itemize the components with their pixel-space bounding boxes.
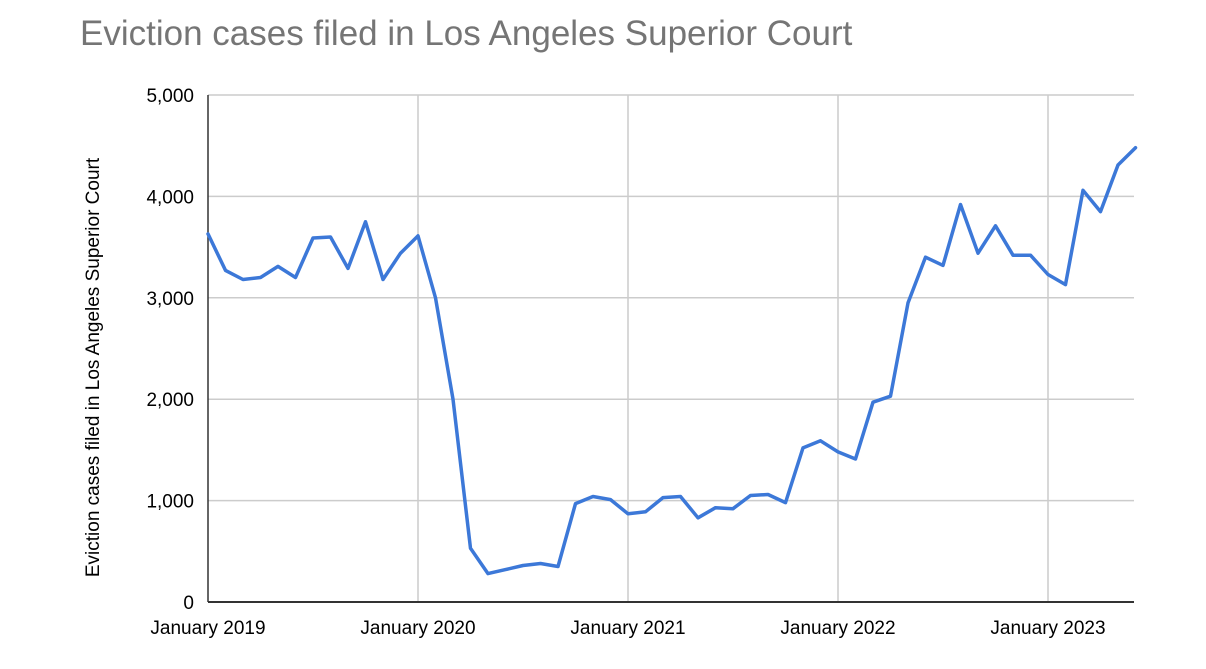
data-point (1099, 210, 1102, 214)
data-point (679, 495, 682, 499)
data-point (434, 296, 437, 300)
data-point (556, 565, 560, 569)
data-point (906, 301, 910, 305)
data-point (644, 510, 647, 514)
y-tick-label: 5,000 (146, 86, 194, 107)
data-point (1116, 163, 1120, 167)
data-point (241, 278, 245, 282)
data-point (381, 278, 385, 282)
data-point (591, 495, 595, 499)
data-point (399, 251, 402, 255)
y-tick-label: 0 (183, 593, 194, 614)
data-point (574, 502, 577, 506)
data-point (749, 494, 752, 498)
x-tick-label: January 2020 (360, 618, 475, 639)
data-point (1134, 146, 1137, 150)
data-point (941, 263, 945, 267)
data-point (661, 496, 665, 500)
data-point (224, 268, 227, 272)
data-point (469, 546, 472, 550)
data-point (854, 457, 857, 461)
data-point (731, 507, 735, 511)
data-point (206, 232, 210, 236)
data-point (994, 224, 997, 228)
data-point (276, 264, 280, 268)
y-tick-label: 2,000 (146, 390, 194, 411)
data-point (486, 572, 490, 576)
x-tick-label: January 2022 (780, 618, 895, 639)
data-point (1029, 253, 1032, 257)
chart-title: Eviction cases filed in Los Angeles Supe… (80, 14, 853, 53)
data-point (311, 236, 315, 240)
y-tick-label: 4,000 (146, 187, 194, 208)
x-tick-label: January 2021 (570, 618, 685, 639)
data-point (696, 516, 700, 520)
y-tick-label: 3,000 (146, 289, 194, 310)
series-line (206, 145, 1138, 576)
y-axis-title: Eviction cases filed in Los Angeles Supe… (83, 157, 104, 577)
x-tick-label: January 2023 (990, 618, 1105, 639)
data-point (521, 563, 525, 567)
data-point (766, 493, 770, 497)
data-point (889, 394, 892, 398)
data-point (259, 276, 262, 280)
data-point (959, 203, 962, 207)
data-point (714, 506, 717, 510)
data-point (504, 568, 507, 572)
data-point (819, 439, 822, 443)
data-point (1064, 283, 1067, 287)
data-point (801, 446, 805, 450)
data-point (416, 234, 420, 238)
data-point (364, 220, 367, 224)
data-point (609, 498, 612, 502)
data-point (329, 235, 332, 239)
data-point (626, 512, 630, 516)
data-point (346, 266, 350, 270)
data-point (871, 400, 875, 404)
data-point (539, 561, 542, 565)
data-point (836, 450, 840, 454)
data-point (924, 255, 927, 259)
data-point (976, 251, 980, 255)
data-point (1081, 188, 1085, 192)
y-tick-label: 1,000 (146, 492, 194, 513)
data-point (451, 397, 455, 401)
data-point (784, 501, 787, 505)
x-tick-label: January 2019 (150, 618, 265, 639)
data-point (1046, 272, 1050, 276)
data-point (1011, 253, 1015, 257)
data-point (294, 276, 297, 280)
